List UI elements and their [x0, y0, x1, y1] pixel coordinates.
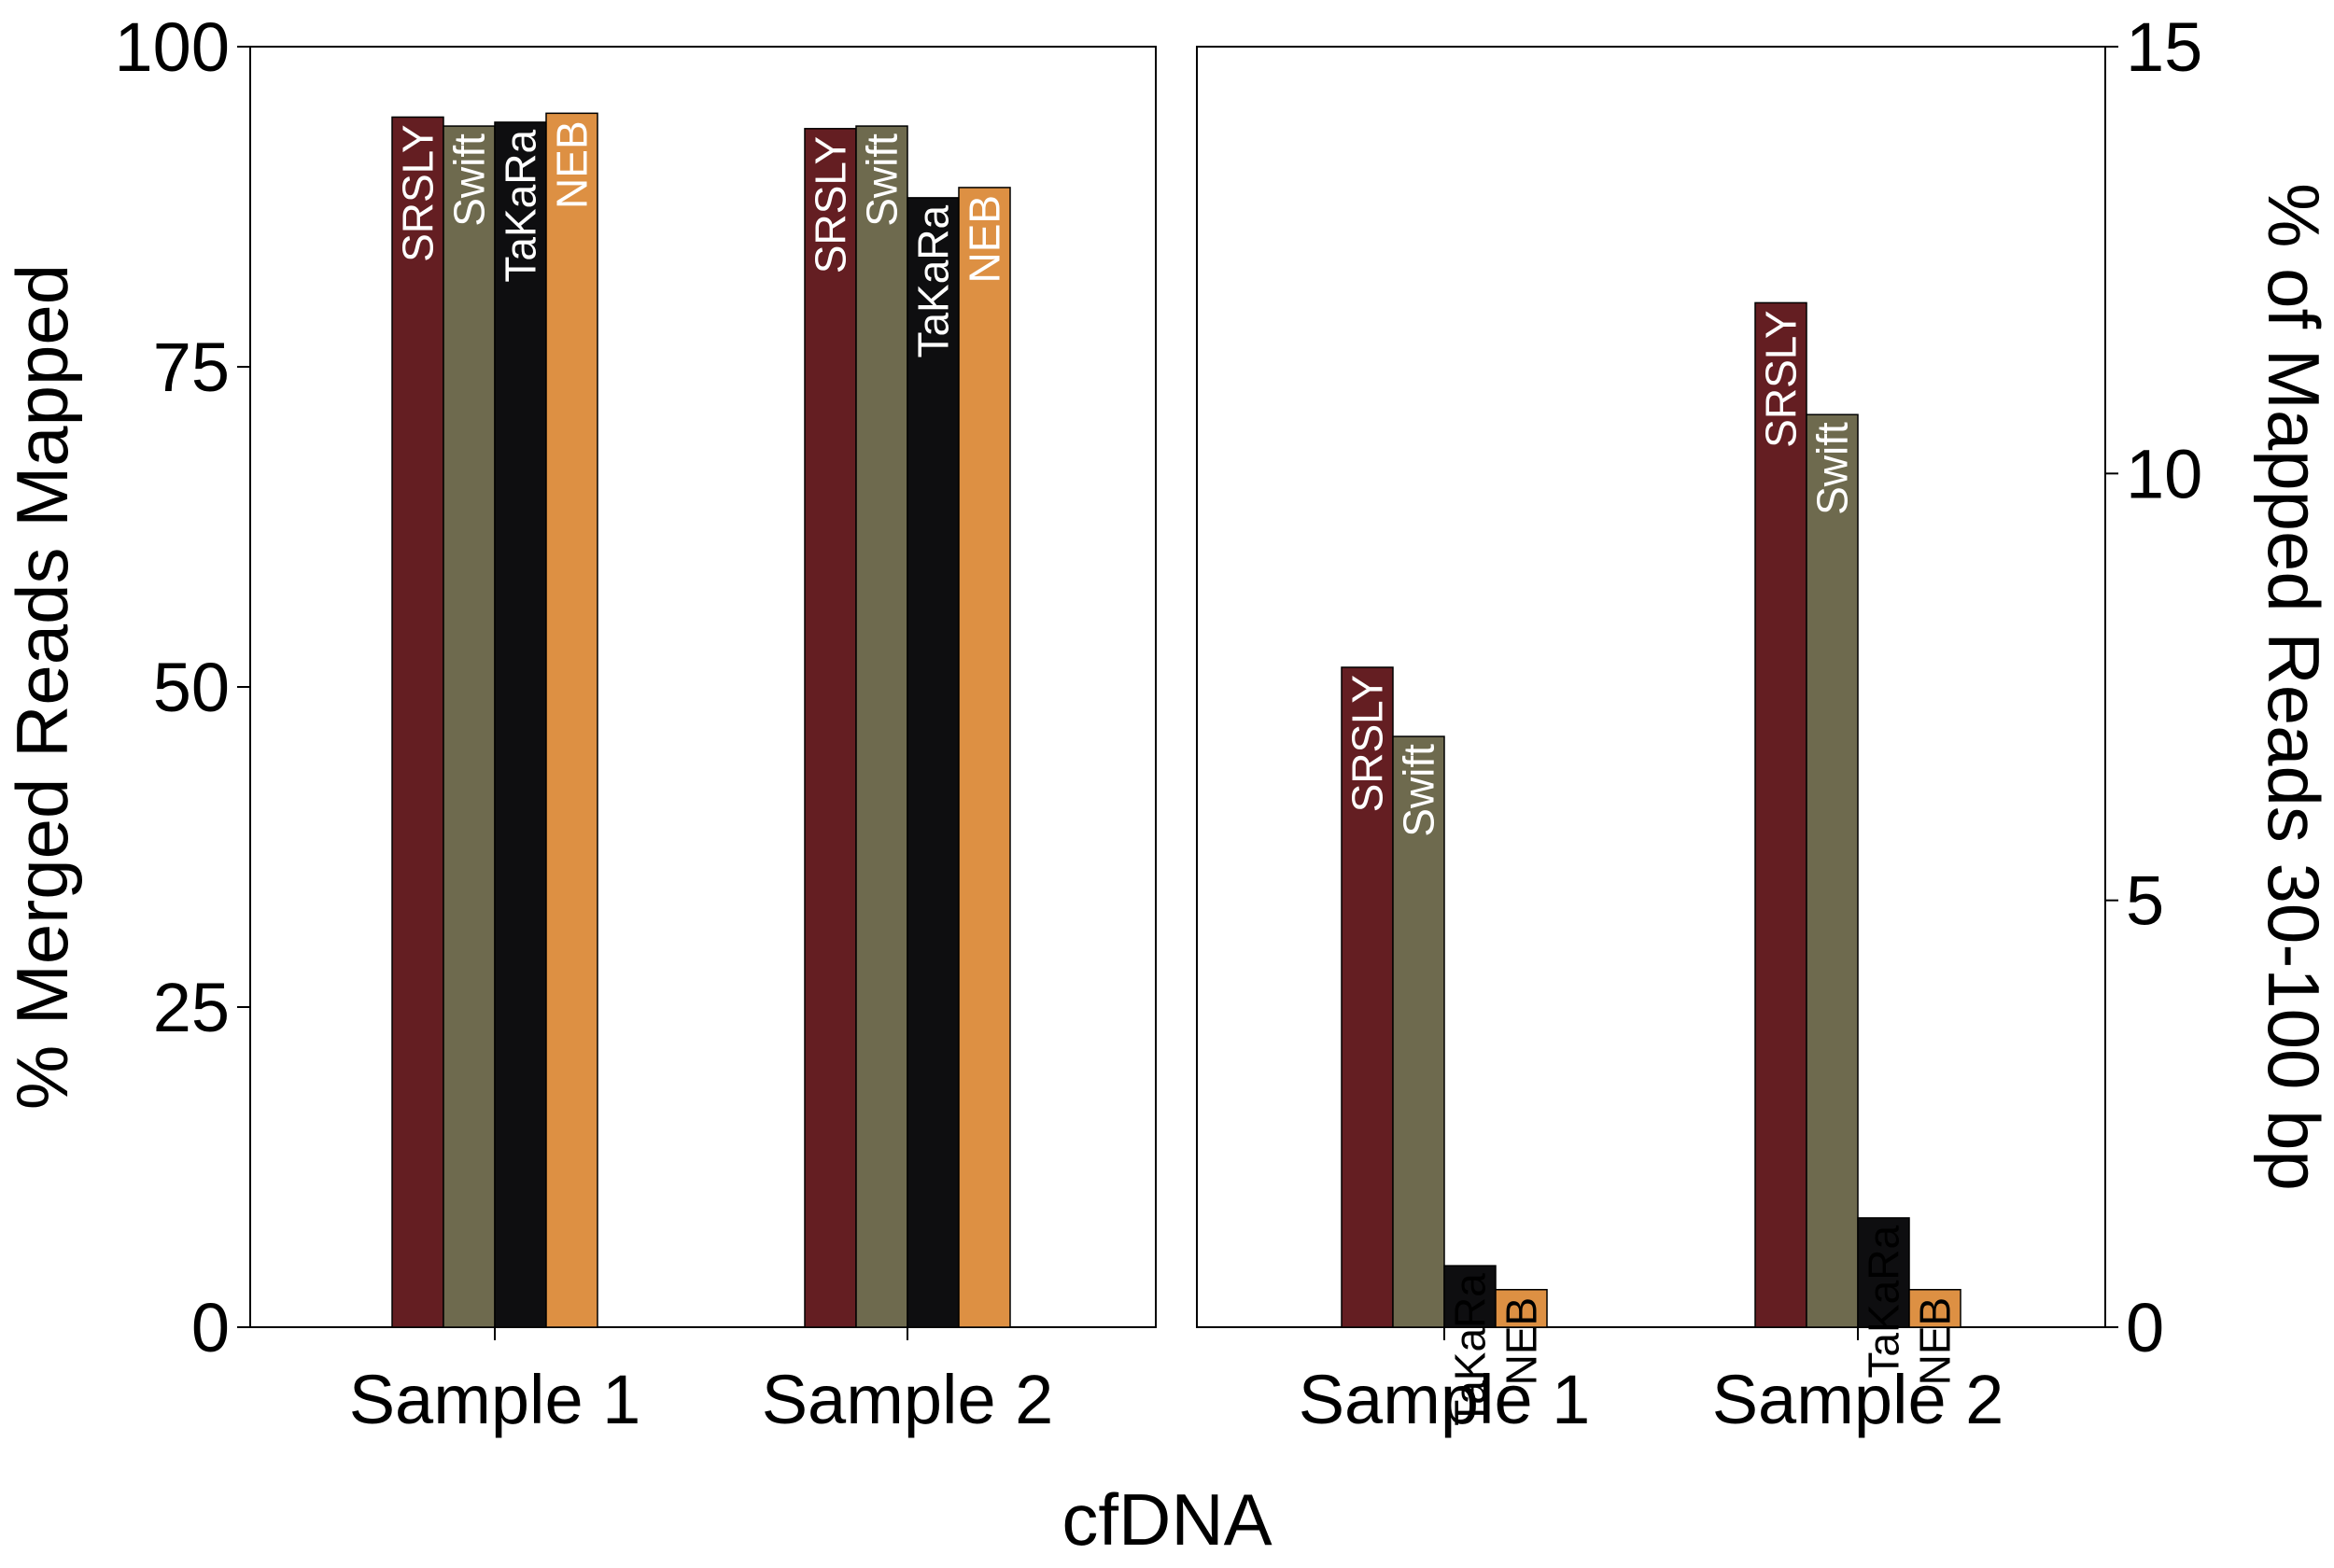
y-axis-title: % of Mapped Reads 30-100 bp	[2253, 183, 2334, 1191]
bar-swift-sample-2	[1806, 413, 1859, 1328]
bar-label: TaKaRa	[909, 204, 958, 357]
bar-takara-sample-1	[1443, 1265, 1497, 1328]
bar-srsly-sample-2	[1754, 301, 1807, 1328]
plot-frame	[1196, 46, 2106, 1328]
y-tick-label: 25	[153, 969, 230, 1046]
y-tick-label: 15	[2126, 8, 2202, 86]
y-tick-label: 50	[153, 649, 230, 726]
bar-swift-sample-2	[855, 125, 908, 1328]
y-tick-label: 0	[191, 1289, 230, 1366]
y-tick-label: 5	[2126, 862, 2164, 940]
bar-label: TaKaRa	[1860, 1225, 1908, 1379]
bar-neb-sample-2	[958, 187, 1011, 1328]
bar-takara-sample-1	[494, 121, 547, 1328]
bar-srsly-sample-2	[804, 128, 857, 1328]
x-tick-label: Sample 2	[1712, 1361, 2004, 1438]
bar-label: SRSLY	[1343, 675, 1392, 812]
bar-label: SRSLY	[394, 124, 443, 261]
bar-label: SRSLY	[807, 136, 855, 273]
bar-neb-sample-2	[1908, 1289, 1961, 1328]
bar-label: NEB	[961, 195, 1009, 284]
bar-label: Swift	[1395, 744, 1443, 837]
plot-frame	[249, 46, 1157, 1328]
bar-label: SRSLY	[1757, 310, 1806, 447]
y-tick-label: 75	[153, 329, 230, 406]
bar-neb-sample-1	[1495, 1289, 1548, 1328]
bar-label: NEB	[1911, 1297, 1960, 1386]
bar-label: NEB	[548, 120, 597, 209]
bar-label: TaKaRa	[497, 130, 545, 283]
y-axis-title: % Merged Reads Mapped	[1, 264, 83, 1110]
bar-swift-sample-1	[443, 125, 496, 1328]
y-tick-label: 100	[115, 8, 230, 86]
bar-takara-sample-2	[907, 197, 960, 1328]
bar-swift-sample-1	[1392, 735, 1445, 1328]
bar-srsly-sample-1	[391, 116, 444, 1328]
bar-label: NEB	[1497, 1297, 1546, 1386]
bar-srsly-sample-1	[1341, 666, 1394, 1328]
bar-neb-sample-1	[545, 112, 598, 1328]
y-tick-label: 10	[2126, 435, 2202, 512]
bar-label: Swift	[1808, 422, 1857, 515]
x-tick-label: Sample 1	[1299, 1361, 1591, 1438]
bar-label: Swift	[858, 133, 907, 227]
bar-label: TaKaRa	[1446, 1273, 1495, 1426]
bar-label: Swift	[445, 133, 494, 227]
x-tick-label: Sample 1	[349, 1361, 641, 1438]
y-tick-label: 0	[2126, 1289, 2164, 1366]
bar-takara-sample-2	[1857, 1217, 1910, 1328]
x-tick-label: Sample 2	[762, 1361, 1054, 1438]
x-axis-title: cfDNA	[1062, 1478, 1272, 1561]
